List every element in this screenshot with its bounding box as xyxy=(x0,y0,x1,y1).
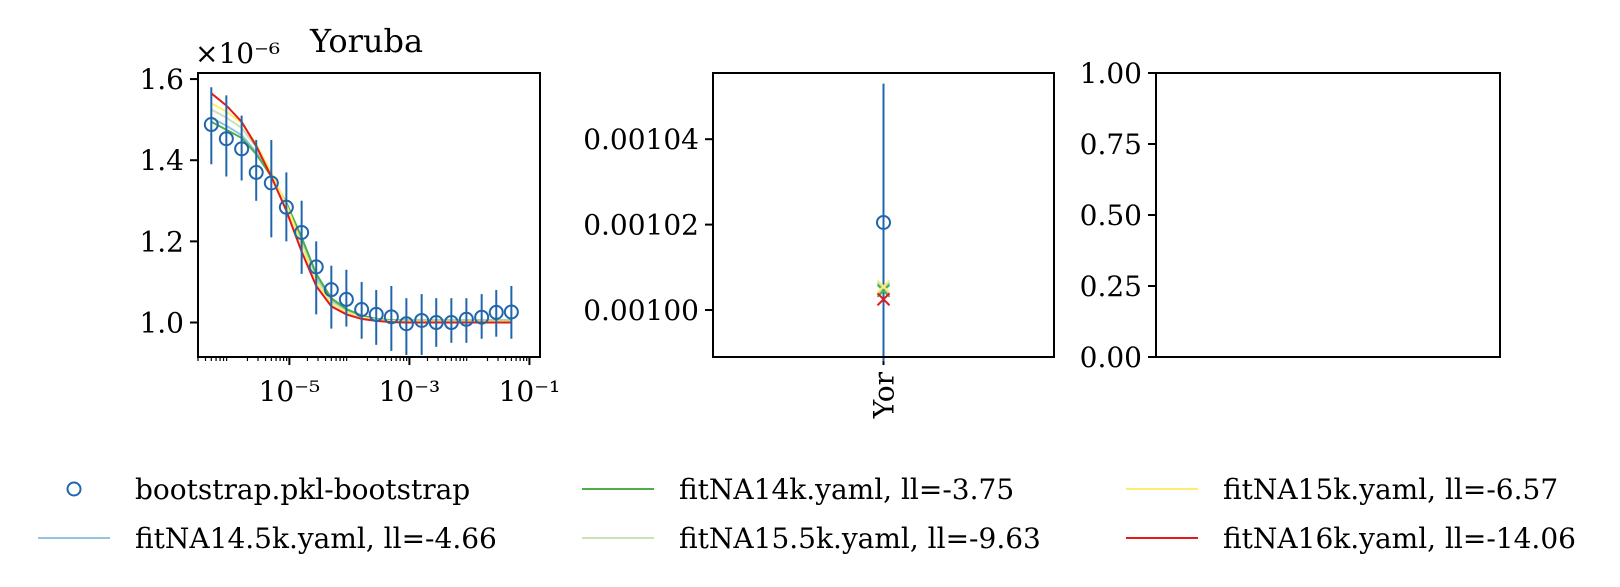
panel3-ytick-label: 0.00 xyxy=(1080,341,1142,374)
panel1-point xyxy=(443,315,459,331)
panel1-xtick-label: 10⁻³ xyxy=(379,375,441,408)
panel1-point xyxy=(263,175,279,191)
panel2-model-marker-3 xyxy=(876,279,891,294)
panel-yoruba-decay: Yoruba ×10⁻⁶ 1.0 1.2 1.4 1.6 10⁻⁵ 10⁻³ 10⁻¹ xyxy=(139,22,560,408)
legend-label-4: fitNA15k.yaml, ll=-6.57 xyxy=(1223,473,1558,506)
panel1-point xyxy=(414,312,430,328)
panel1-point xyxy=(294,224,310,240)
panel1-offset-text: ×10⁻⁶ xyxy=(195,37,280,70)
legend-label-5: fitNA16k.yaml, ll=-14.06 xyxy=(1223,522,1576,555)
panel1-title: Yoruba xyxy=(309,22,423,60)
panel1-point xyxy=(203,117,219,133)
panel1-ytick-label: 1.4 xyxy=(139,144,184,177)
panel2-ytick-label: 0.00104 xyxy=(583,123,699,156)
panel3-ytick-label: 0.50 xyxy=(1080,199,1142,232)
panel1-point xyxy=(458,311,474,327)
panel2-category-label: Yor xyxy=(868,371,901,419)
legend-label-1: fitNA14.5k.yaml, ll=-4.66 xyxy=(135,522,497,555)
panel1-point xyxy=(488,304,504,320)
panel3-ytick-label: 0.75 xyxy=(1080,128,1142,161)
panel1-point xyxy=(474,309,490,325)
panel1-point xyxy=(428,315,444,331)
panel1-point xyxy=(278,199,294,215)
panel1-xtick-label: 10⁻¹ xyxy=(499,375,561,408)
panel2-point xyxy=(876,214,891,230)
panel-yoruba-value: 0.00100 0.00102 0.00104 Yor xyxy=(583,72,1055,419)
panel1-point xyxy=(398,316,414,332)
legend-label-2: fitNA14k.yaml, ll=-3.75 xyxy=(679,473,1014,506)
legend-marker-0 xyxy=(66,481,82,497)
panel1-point xyxy=(308,259,324,275)
panel1-point xyxy=(218,131,234,147)
panel1-xtick-label: 10⁻⁵ xyxy=(259,375,321,408)
panel1-point xyxy=(503,304,519,320)
panel3-ytick-label: 1.00 xyxy=(1080,57,1142,90)
panel1-point xyxy=(383,309,399,325)
panel1-point xyxy=(354,302,370,318)
panel2-model-marker-0 xyxy=(876,281,891,296)
panel1-point xyxy=(234,141,250,157)
panel1-ytick-label: 1.6 xyxy=(139,63,184,96)
panel1-point xyxy=(338,291,354,307)
legend: bootstrap.pkl-bootstrap fitNA14.5k.yaml, … xyxy=(38,473,1576,555)
panel1-ytick-label: 1.2 xyxy=(139,225,184,258)
panel2-model-marker-4 xyxy=(876,292,891,307)
panel3-frame xyxy=(1155,72,1501,358)
panel2-ytick-label: 0.00102 xyxy=(583,209,699,242)
panel2-frame xyxy=(712,72,1055,358)
panel1-ytick-label: 1.0 xyxy=(139,307,184,340)
panel1-point xyxy=(368,306,384,322)
panel1-frame xyxy=(197,72,541,358)
legend-label-3: fitNA15.5k.yaml, ll=-9.63 xyxy=(679,522,1041,555)
panel3-ytick-label: 0.25 xyxy=(1080,270,1142,303)
panel-empty: 0.00 0.25 0.50 0.75 1.00 xyxy=(1080,57,1501,374)
legend-label-0: bootstrap.pkl-bootstrap xyxy=(135,473,470,506)
panel2-ytick-label: 0.00100 xyxy=(583,294,699,327)
panel1-point xyxy=(323,282,339,298)
panel1-point xyxy=(248,164,264,180)
